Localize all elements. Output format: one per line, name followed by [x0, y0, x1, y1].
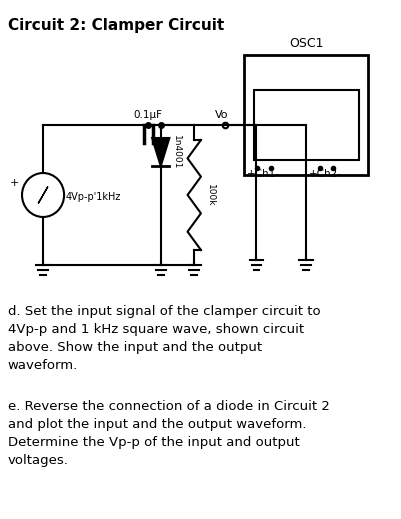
Text: Vo: Vo	[215, 110, 229, 120]
Bar	[244, 55, 369, 175]
Text: +Ch2-: +Ch2-	[309, 169, 342, 179]
Text: +: +	[10, 178, 19, 188]
Text: 0.1μF: 0.1μF	[134, 110, 163, 120]
Text: 100k: 100k	[206, 184, 215, 206]
Polygon shape	[152, 138, 169, 166]
Text: 1n4001: 1n4001	[172, 135, 181, 169]
Text: OSC1: OSC1	[289, 37, 324, 50]
Text: +Ch1-: +Ch1-	[247, 169, 279, 179]
Bar	[253, 90, 359, 160]
Text: e. Reverse the connection of a diode in Circuit 2
and plot the input and the out: e. Reverse the connection of a diode in …	[8, 400, 330, 467]
Text: d. Set the input signal of the clamper circuit to
4Vp-p and 1 kHz square wave, s: d. Set the input signal of the clamper c…	[8, 305, 320, 372]
Text: 4Vp-p'1kHz: 4Vp-p'1kHz	[66, 192, 122, 202]
Text: Circuit 2: Clamper Circuit: Circuit 2: Clamper Circuit	[8, 18, 224, 33]
